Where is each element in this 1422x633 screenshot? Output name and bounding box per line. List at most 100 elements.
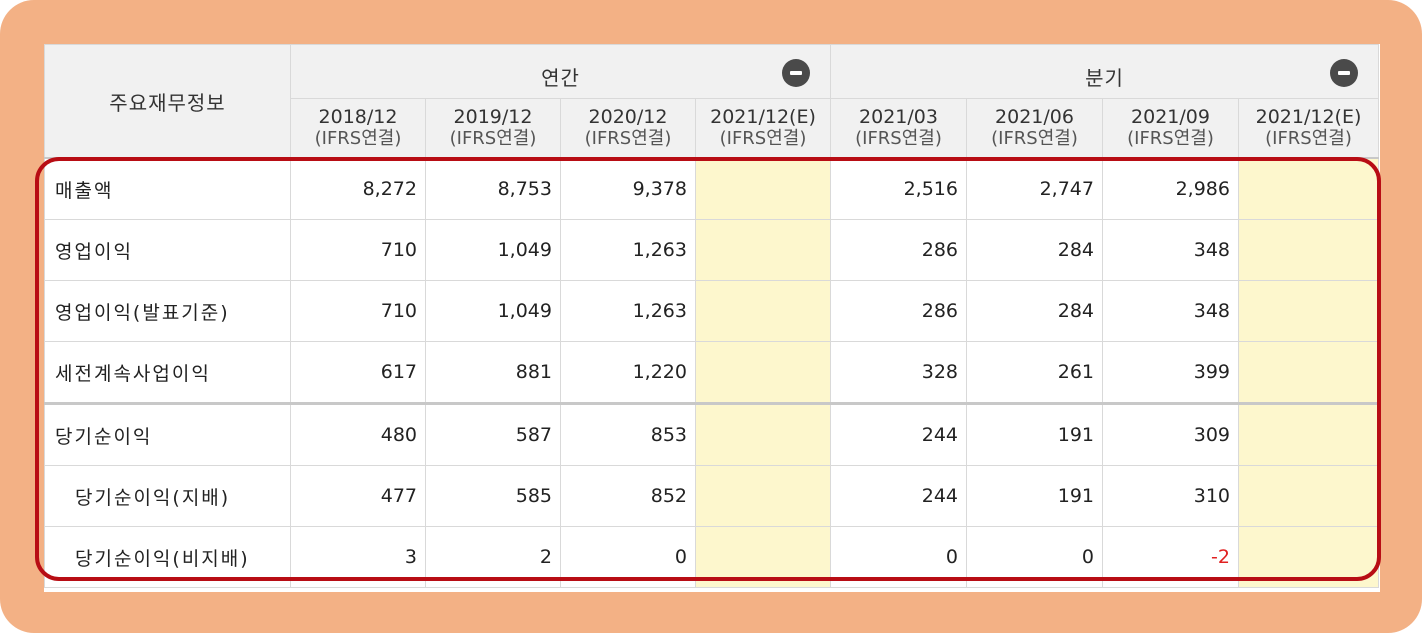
- value-cell: 1,220: [560, 341, 696, 404]
- value-cell: 286: [830, 219, 967, 281]
- value-cell: 310: [1102, 465, 1239, 527]
- row-label: 당기순이익: [44, 402, 291, 466]
- value-cell: [695, 402, 831, 466]
- value-cell: 1,049: [425, 219, 561, 281]
- value-cell: 710: [290, 280, 426, 342]
- row-label: 당기순이익(비지배): [44, 526, 291, 588]
- value-cell: 284: [966, 219, 1103, 281]
- period-date: 2021/12(E): [710, 106, 816, 128]
- value-cell: [695, 280, 831, 342]
- table-row: 영업이익 710 1,049 1,263 286 284 348: [44, 219, 1379, 281]
- period-basis: (IFRS연결): [584, 128, 672, 149]
- value-cell: [1238, 526, 1379, 588]
- period-header: 2021/03 (IFRS연결): [830, 98, 967, 159]
- period-basis: (IFRS연결): [1127, 128, 1214, 149]
- period-header: 2019/12 (IFRS연결): [425, 98, 561, 159]
- value-cell: 1,049: [425, 280, 561, 342]
- row-label: 세전계속사업이익: [44, 341, 291, 404]
- value-cell: 348: [1102, 219, 1239, 281]
- period-basis: (IFRS연결): [314, 128, 402, 149]
- value-cell: 853: [560, 402, 696, 466]
- value-cell: [695, 465, 831, 527]
- period-header: 2020/12 (IFRS연결): [560, 98, 696, 159]
- period-basis: (IFRS연결): [449, 128, 537, 149]
- row-label: 당기순이익(지배): [44, 465, 291, 527]
- value-cell: 244: [830, 465, 967, 527]
- value-cell: 348: [1102, 280, 1239, 342]
- value-cell: [695, 526, 831, 588]
- minus-circle-icon[interactable]: [1330, 59, 1358, 87]
- value-cell: 2: [425, 526, 561, 588]
- minus-circle-icon[interactable]: [782, 59, 810, 87]
- period-basis: (IFRS연결): [1265, 128, 1352, 149]
- value-cell: 852: [560, 465, 696, 527]
- value-cell: [695, 219, 831, 281]
- value-cell: [1238, 341, 1379, 404]
- value-cell: 8,272: [290, 157, 426, 220]
- value-cell: 0: [830, 526, 967, 588]
- period-date: 2021/09: [1131, 106, 1210, 128]
- value-cell: 881: [425, 341, 561, 404]
- value-cell: 0: [966, 526, 1103, 588]
- table-row: 당기순이익 480 587 853 244 191 309: [44, 402, 1379, 466]
- value-cell: 585: [425, 465, 561, 527]
- value-cell: [1238, 157, 1379, 220]
- row-header-title: 주요재무정보: [44, 44, 291, 159]
- group-label-quarterly: 분기: [1085, 66, 1124, 90]
- value-cell: 617: [290, 341, 426, 404]
- value-cell: 286: [830, 280, 967, 342]
- value-cell: 0: [560, 526, 696, 588]
- group-header-annual: 연간: [290, 44, 831, 99]
- value-cell: 191: [966, 402, 1103, 466]
- value-cell: 284: [966, 280, 1103, 342]
- value-cell: 2,986: [1102, 157, 1239, 220]
- financial-summary-panel: 주요재무정보 연간 분기 2018/12 (IFRS연결) 2019/12 (IFRS…: [44, 44, 1380, 592]
- period-date: 2018/12: [318, 106, 398, 128]
- period-date: 2021/06: [995, 106, 1074, 128]
- period-header: 2021/06 (IFRS연결): [966, 98, 1103, 159]
- value-cell: 480: [290, 402, 426, 466]
- value-cell: 1,263: [560, 280, 696, 342]
- value-cell: 1,263: [560, 219, 696, 281]
- value-cell: 477: [290, 465, 426, 527]
- period-header: 2018/12 (IFRS연결): [290, 98, 426, 159]
- value-cell: 2,516: [830, 157, 967, 220]
- period-basis: (IFRS연결): [991, 128, 1078, 149]
- group-header-quarterly: 분기: [830, 44, 1379, 99]
- value-cell: [1238, 465, 1379, 527]
- period-date: 2019/12: [453, 106, 533, 128]
- period-date: 2020/12: [588, 106, 668, 128]
- table-row: 매출액 8,272 8,753 9,378 2,516 2,747 2,986: [44, 157, 1379, 220]
- value-cell: 191: [966, 465, 1103, 527]
- table-row: 세전계속사업이익 617 881 1,220 328 261 399: [44, 341, 1379, 404]
- value-cell: 399: [1102, 341, 1239, 404]
- table-row: 당기순이익(지배) 477 585 852 244 191 310: [44, 465, 1379, 527]
- period-basis: (IFRS연결): [855, 128, 942, 149]
- value-cell: 2,747: [966, 157, 1103, 220]
- value-cell: 3: [290, 526, 426, 588]
- value-cell: 587: [425, 402, 561, 466]
- row-label: 매출액: [44, 157, 291, 220]
- value-cell: 710: [290, 219, 426, 281]
- row-label: 영업이익: [44, 219, 291, 281]
- value-cell: -2: [1102, 526, 1239, 588]
- value-cell: 244: [830, 402, 967, 466]
- row-label: 영업이익(발표기준): [44, 280, 291, 342]
- period-header: 2021/12(E) (IFRS연결): [1238, 98, 1379, 159]
- value-cell: 8,753: [425, 157, 561, 220]
- value-cell: [695, 341, 831, 404]
- value-cell: 9,378: [560, 157, 696, 220]
- value-cell: [1238, 402, 1379, 466]
- period-date: 2021/12(E): [1255, 106, 1362, 128]
- financial-table: 주요재무정보 연간 분기 2018/12 (IFRS연결) 2019/12 (IFRS…: [44, 44, 1379, 588]
- group-label-annual: 연간: [541, 66, 580, 90]
- table-row: 영업이익(발표기준) 710 1,049 1,263 286 284 348: [44, 280, 1379, 342]
- table-row: 당기순이익(비지배) 3 2 0 0 0 -2: [44, 526, 1379, 588]
- period-header: 2021/12(E) (IFRS연결): [695, 98, 831, 159]
- period-header: 2021/09 (IFRS연결): [1102, 98, 1239, 159]
- period-basis: (IFRS연결): [719, 128, 807, 149]
- value-cell: 261: [966, 341, 1103, 404]
- value-cell: 309: [1102, 402, 1239, 466]
- value-cell: [1238, 280, 1379, 342]
- value-cell: [695, 157, 831, 220]
